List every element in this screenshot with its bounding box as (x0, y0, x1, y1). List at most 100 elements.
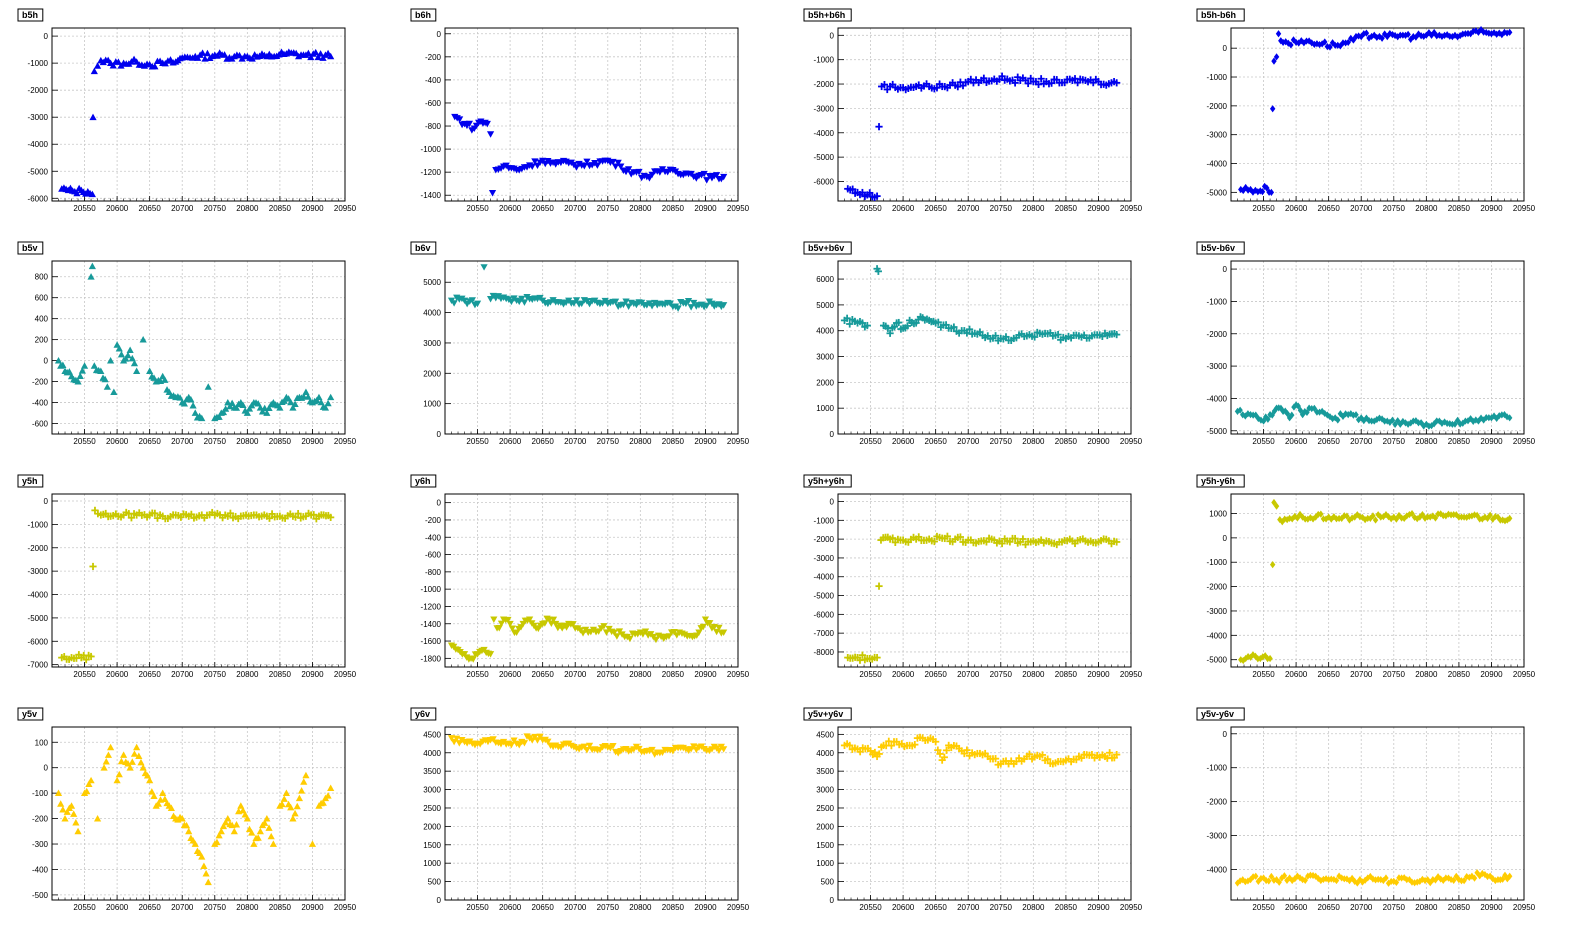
data-point (975, 78, 983, 87)
chart-svg: y5h+y6h 20550 20600 20650 20700 20750 20800 208… (803, 474, 1143, 679)
y-tick-label: -1000 (1207, 764, 1228, 773)
data-point (151, 62, 159, 70)
data-point (634, 631, 642, 638)
data-point (110, 388, 118, 395)
data-point (536, 733, 544, 741)
data-point (575, 301, 583, 308)
x-tick-label: 20700 (957, 670, 980, 679)
data-point (1053, 76, 1061, 84)
chart-svg: b5h+b6h 20550 20600 20650 20700 20750 20800 208… (803, 8, 1143, 213)
data-point (690, 743, 698, 750)
y-tick-label: -3000 (1207, 131, 1228, 140)
x-tick-label: 20650 (532, 437, 555, 446)
y-tick-label: -1400 (421, 620, 442, 629)
chart-title: y5h (22, 476, 38, 486)
x-tick-label: 20650 (139, 437, 162, 446)
data-point (562, 158, 570, 166)
x-tick-label: 20900 (694, 903, 717, 912)
chart-title-box (803, 707, 852, 721)
chart-panel-y5hminusy6h: y5h-y6h 20550 20600 20650 20700 20750 20800 208… (1179, 466, 1571, 698)
x-tick-label: 20550 (73, 670, 96, 679)
x-tick-label: 20950 (1513, 437, 1536, 446)
data-point (76, 372, 84, 380)
data-point (484, 650, 493, 658)
x-tick-label: 20600 (499, 670, 522, 679)
x-tick-label: 20750 (990, 204, 1013, 213)
data-point (909, 83, 918, 92)
data-point (230, 827, 238, 835)
y-tick-label: -3000 (1207, 362, 1228, 371)
data-point (245, 405, 254, 412)
y-tick-label: 400 (35, 315, 49, 324)
x-tick-label: 20950 (727, 903, 750, 912)
data-point (871, 653, 879, 662)
plot-frame (1230, 493, 1525, 668)
y-tick-label: -6000 (814, 610, 835, 619)
data-point (705, 298, 713, 305)
plot-frame (444, 260, 739, 435)
y-tick-label: 0 (1223, 730, 1228, 739)
x-tick-label: 20550 (466, 670, 489, 679)
data-point (490, 616, 498, 624)
x-tick-label: 20750 (597, 437, 620, 446)
data-point (1258, 416, 1264, 424)
data-point (1025, 750, 1034, 758)
x-tick-label: 20600 (106, 670, 129, 679)
data-point (57, 800, 65, 807)
data-point (122, 355, 130, 362)
data-point (930, 537, 938, 546)
data-point (89, 562, 97, 571)
x-tick-label: 20700 (1350, 204, 1373, 213)
chart-title: b5h (22, 10, 38, 20)
data-point (139, 336, 147, 343)
data-point (191, 840, 199, 847)
data-point (875, 582, 883, 590)
data-point (1314, 40, 1320, 48)
data-point (583, 747, 591, 754)
chart-panel-b6v: b6v 20550 20600 20650 20700 20750 20800 20850 20… (393, 233, 785, 465)
data-point (600, 623, 608, 630)
data-point (1401, 874, 1407, 882)
data-point (1384, 33, 1390, 41)
x-tick-label: 20700 (957, 204, 980, 213)
data-point (146, 776, 154, 784)
data-point (274, 401, 282, 409)
x-tick-label: 20550 (73, 903, 96, 912)
data-point (300, 778, 308, 785)
data-point (1047, 79, 1056, 87)
y-tick-label: -4000 (1207, 160, 1228, 169)
data-point (265, 514, 274, 522)
data-point (302, 771, 310, 779)
data-point (1059, 758, 1067, 766)
y-tick-label: 2000 (423, 369, 441, 378)
x-tick-label: 20700 (564, 670, 587, 679)
data-point (1044, 755, 1052, 763)
y-tick-label: -600 (425, 551, 442, 560)
x-tick-label: 20750 (204, 903, 227, 912)
data-point (929, 735, 937, 743)
data-point (130, 55, 138, 63)
data-point (120, 751, 128, 758)
data-point (248, 401, 256, 409)
data-point (319, 403, 327, 410)
chart-panel-y6v: y6v 20550 20600 20650 20700 20750 20800 20850 20… (393, 699, 785, 931)
y-tick-label: -5000 (1207, 427, 1228, 436)
y-tick-label: -7000 (28, 661, 49, 670)
data-point (219, 822, 228, 830)
data-point (895, 318, 903, 327)
data-point (874, 267, 882, 275)
y-tick-label: 4000 (423, 309, 441, 318)
data-point (858, 319, 867, 327)
y-tick-label: 4000 (816, 327, 834, 336)
data-point (1105, 80, 1113, 88)
x-tick-label: 20950 (1513, 903, 1536, 912)
data-point (497, 741, 505, 748)
y-tick-label: -1000 (421, 145, 442, 154)
data-point (291, 809, 299, 817)
data-point (549, 159, 557, 167)
plot-frame (1230, 726, 1525, 901)
data-point (73, 189, 81, 197)
chart-panel-b5v: b5v 20550 20600 20650 20700 20750 20800 20850 20… (0, 233, 392, 465)
data-point (180, 400, 188, 407)
